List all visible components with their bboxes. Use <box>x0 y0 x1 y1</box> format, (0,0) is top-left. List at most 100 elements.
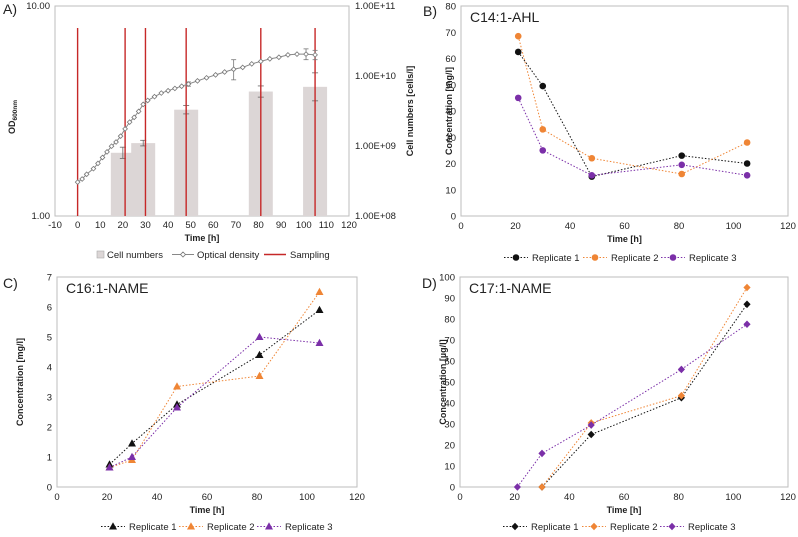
panel-c-y-axis-title: Concentration [mg/l] <box>15 338 25 426</box>
panel-d-y-tick-label: 100 <box>439 273 455 284</box>
panel-a-od-point <box>276 54 282 61</box>
panel-a-x-tick-label: 100 <box>296 220 312 231</box>
panel-a-x-tick-label: 0 <box>75 220 80 231</box>
panel-a-od-point <box>212 71 219 78</box>
panel-d-series-line <box>516 323 748 488</box>
panel-d-y-axis-title: Concentration [µg/l] <box>438 339 448 424</box>
panel-d-data-point <box>743 320 751 329</box>
panel-d-y-tick-label: 10 <box>444 462 455 473</box>
panel-d-data-point <box>587 421 595 429</box>
panel-b-series-2 <box>514 32 751 178</box>
panel-b-x-tick-label: 20 <box>510 221 521 232</box>
panel-d-y-tick-label: 50 <box>444 378 455 389</box>
panel-d-y-tick-label: 0 <box>450 483 455 494</box>
panel-d-x-tick-label: 120 <box>780 492 796 503</box>
panel-a-x-tick-label: 110 <box>319 220 334 231</box>
panel-c-legend-marker <box>265 522 273 530</box>
panel-d-x-tick-label: 40 <box>564 492 575 503</box>
panel-d-series-line <box>541 304 748 488</box>
panel-a-od-point <box>113 139 119 145</box>
panel-a-y-left-tick-label: 10.00 <box>26 1 50 12</box>
panel-b-plot-frame <box>460 5 789 217</box>
panel-c-series-2 <box>105 287 324 471</box>
panel-a-od-point <box>257 58 264 65</box>
panel-c-y-tick-label: 5 <box>47 333 52 344</box>
panel-c-legend-marker <box>109 522 117 530</box>
panel-a-legend-label: Optical density <box>197 250 260 261</box>
panel-a-od-point <box>126 119 133 125</box>
panel-d-data-point <box>677 391 685 400</box>
panel-a-od-point <box>248 61 255 67</box>
panel-c-data-point <box>173 382 181 390</box>
panel-a-bar <box>131 143 156 216</box>
panel-a-od-point <box>151 93 158 100</box>
panel-b-y-tick-label: 70 <box>445 28 456 39</box>
panel-d-y-tick-label: 20 <box>444 441 455 452</box>
panel-a-label: A) <box>3 1 17 17</box>
panel-d-data-point <box>538 449 546 458</box>
panel-d-series-1 <box>538 300 751 491</box>
panel-b-data-point <box>539 82 547 90</box>
panel-c-data-point <box>128 452 136 460</box>
panel-d-series-2 <box>538 283 751 491</box>
panel-c-y-tick-label: 4 <box>47 363 52 374</box>
panel-c-legend-marker <box>187 522 195 530</box>
panel-c-series-line <box>109 309 320 465</box>
panel-a-od-point <box>185 81 192 87</box>
panel-b-x-tick-label: 40 <box>565 221 576 232</box>
panel-a-od-point <box>79 176 86 182</box>
panel-a-x-tick-label: 80 <box>253 220 264 231</box>
panel-b-x-tick-label: 60 <box>619 221 630 232</box>
panel-b-y-tick-label: 20 <box>445 159 456 170</box>
panel-d-data-point <box>587 430 595 439</box>
panel-c-title: C16:1-NAME <box>66 280 148 296</box>
panel-a-od-point <box>266 56 273 62</box>
panel-b-data-point <box>539 147 547 154</box>
panel-a-legend-swatch-bars <box>96 250 105 259</box>
panel-a-x-tick-label: 120 <box>341 220 357 231</box>
panel-b-series-1 <box>514 48 751 180</box>
panel-b-legend-marker <box>512 254 520 261</box>
panel-c-data-point <box>128 439 136 447</box>
panel-c-series-line <box>109 291 320 468</box>
panel-d-y-tick-label: 60 <box>444 357 455 368</box>
panel-c-x-tick-label: 20 <box>102 492 113 503</box>
panel-a-od-point <box>230 66 237 73</box>
panel-a-plot-frame <box>54 5 350 217</box>
panel-d-legend-label: Replicate 1 <box>531 522 579 533</box>
panel-a-y-left-title-main: OD <box>7 120 17 134</box>
panel-c-legend-label: Replicate 2 <box>207 522 255 533</box>
panel-c-x-tick-label: 100 <box>299 492 315 503</box>
panel-d-series-3 <box>513 320 751 491</box>
panel-d-plot-frame <box>459 276 789 488</box>
panel-b-data-point <box>514 94 522 102</box>
panel-b-y-tick-label: 80 <box>445 2 456 13</box>
panel-b-data-point <box>678 161 686 169</box>
panel-a-od-point <box>158 90 165 96</box>
panel-c-x-tick-label: 40 <box>152 492 163 503</box>
panel-a-od-point <box>165 87 171 94</box>
panel-d-legend-marker <box>590 522 598 531</box>
panel-b-x-tick-label: 120 <box>780 221 796 232</box>
panel-a-y-right-tick-label: 1.00E+11 <box>355 1 395 12</box>
panel-d-y-tick-label: 70 <box>444 336 455 347</box>
panel-b-x-tick-label: 0 <box>458 221 463 232</box>
panel-a-od-point <box>140 101 147 108</box>
panel-d-x-tick-label: 100 <box>725 492 741 503</box>
panel-a-od-point <box>135 108 142 115</box>
panel-c-plot-frame <box>56 276 358 488</box>
panel-a-od-point <box>117 133 124 140</box>
panel-c-data-point <box>315 287 324 295</box>
panel-d-y-tick-label: 30 <box>444 420 455 431</box>
panel-b-x-tick-label: 80 <box>674 221 685 232</box>
panel-b-y-tick-label: 30 <box>445 133 456 144</box>
panel-a-od-point <box>131 114 138 121</box>
panel-a-od-point <box>312 52 318 58</box>
panel-c-series-3 <box>105 332 324 471</box>
panel-a-od-point <box>285 52 291 58</box>
panel-b-x-axis-title: Time [h] <box>607 234 642 244</box>
panel-b-legend-marker <box>591 254 599 261</box>
panel-a-x-tick-label: 30 <box>140 220 151 231</box>
panel-d-legend-marker <box>511 522 519 531</box>
panel-d-y-tick-label: 90 <box>444 294 455 305</box>
